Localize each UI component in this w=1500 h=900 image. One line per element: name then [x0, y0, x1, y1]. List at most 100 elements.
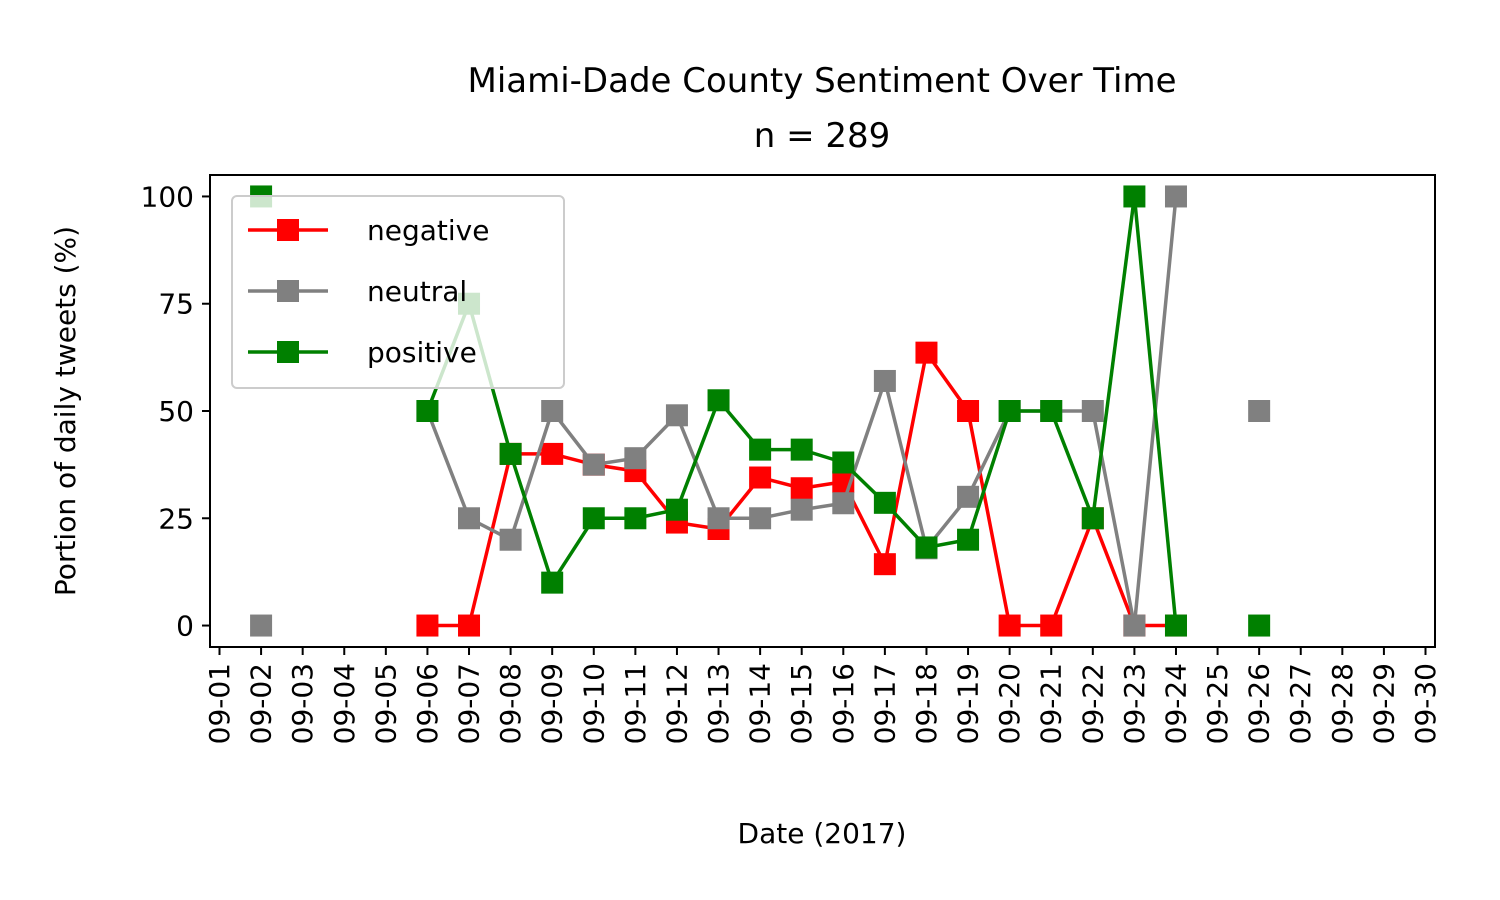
y-axis-label: Portion of daily tweets (%) [49, 226, 82, 596]
data-point [499, 528, 522, 551]
series-line-segment [1048, 516, 1096, 628]
x-tick-label: 09-07 [453, 663, 486, 744]
data-point [541, 400, 564, 422]
data-point [790, 498, 813, 521]
data-point [998, 400, 1021, 422]
data-point [790, 477, 813, 500]
data-point [1248, 614, 1271, 637]
series-line-segment [466, 451, 513, 628]
legend-label: negative [367, 214, 489, 247]
y-axis: 0 25 50 75 100 [141, 180, 210, 643]
data-point [541, 442, 564, 465]
data-point [707, 389, 730, 412]
data-point [873, 369, 896, 392]
data-point [250, 614, 273, 637]
x-tick-label: 09-15 [785, 663, 818, 744]
x-tick-label: 09-13 [702, 663, 735, 744]
y-tick-label: 0 [176, 610, 194, 643]
data-point [915, 536, 938, 559]
series-line-segment [1090, 516, 1137, 628]
x-tick-label: 09-05 [369, 663, 402, 744]
x-tick-label: 09-24 [1159, 663, 1192, 744]
x-axis-label: Date (2017) [738, 817, 907, 850]
x-tick-label: 09-19 [952, 663, 985, 744]
legend-item-neutral: neutral [248, 275, 467, 308]
y-tick-label: 100 [141, 180, 194, 213]
data-point [915, 341, 938, 364]
data-point [416, 400, 439, 422]
data-point [582, 507, 605, 530]
data-point [624, 447, 647, 470]
data-point [624, 507, 647, 530]
x-tick-label: 09-11 [619, 663, 652, 744]
x-tick-label: 09-22 [1076, 663, 1109, 744]
series-line-segment [674, 398, 721, 512]
x-tick-label: 09-28 [1326, 663, 1359, 744]
data-point [1164, 614, 1187, 637]
x-tick-label: 09-17 [868, 663, 901, 744]
data-point [1164, 185, 1187, 208]
data-point [957, 528, 980, 551]
x-tick-label: 09-27 [1284, 663, 1317, 744]
series-line-segment [674, 413, 721, 521]
data-point [873, 491, 896, 514]
series-line-segment [508, 451, 555, 585]
series-line-segment [966, 408, 1012, 628]
data-point [790, 438, 813, 461]
data-point [873, 553, 896, 576]
series-line-segment [1090, 408, 1137, 628]
legend-label: positive [367, 336, 477, 369]
legend-marker [277, 341, 299, 363]
legend-item-negative: negative [248, 214, 489, 247]
series-line-segment [882, 378, 929, 551]
x-tick-label: 09-12 [660, 663, 693, 744]
x-axis: 09-01 09-02 09-03 09-04 09-05 09-06 09-07 09-08… [203, 647, 1442, 744]
x-tick-label: 09-20 [993, 663, 1026, 744]
x-tick-label: 09-06 [411, 663, 444, 744]
chart-title: Miami-Dade County Sentiment Over Time [467, 61, 1176, 101]
data-point [416, 614, 439, 637]
data-point [541, 571, 564, 594]
legend-marker [277, 219, 299, 241]
legend-box [231, 195, 565, 389]
data-point [998, 614, 1021, 637]
series-line-segment [1132, 194, 1178, 628]
x-tick-label: 09-03 [286, 663, 319, 744]
data-point [1081, 507, 1104, 530]
series-line-segment [1090, 194, 1137, 521]
x-tick-label: 09-08 [494, 663, 527, 744]
data-point [1081, 400, 1104, 422]
legend: negative neutral positive [231, 195, 565, 389]
x-tick-label: 09-02 [245, 663, 278, 744]
legend-item-positive: positive [248, 336, 477, 369]
x-tick-label: 09-10 [577, 663, 610, 744]
y-tick-label: 50 [158, 395, 194, 428]
x-tick-label: 09-30 [1409, 663, 1442, 744]
data-point [1123, 614, 1146, 637]
data-point [1248, 400, 1271, 422]
y-tick-label: 75 [158, 288, 194, 321]
x-tick-label: 09-04 [328, 663, 361, 744]
data-point [458, 614, 481, 637]
x-tick-label: 09-25 [1201, 663, 1234, 744]
x-tick-label: 09-21 [1035, 663, 1068, 744]
data-point [665, 498, 688, 521]
x-tick-label: 09-16 [827, 663, 860, 744]
data-point [499, 442, 522, 465]
data-point [582, 453, 605, 476]
data-point [832, 451, 855, 474]
legend-label: neutral [367, 275, 467, 308]
data-point [1040, 400, 1063, 422]
data-point [749, 438, 772, 461]
x-tick-label: 09-18 [910, 663, 943, 744]
y-tick-label: 25 [158, 502, 194, 535]
data-point [707, 507, 730, 530]
data-point [957, 400, 980, 422]
x-tick-label: 09-23 [1118, 663, 1151, 744]
x-tick-label: 09-14 [744, 663, 777, 744]
x-tick-label: 09-01 [203, 663, 236, 744]
x-tick-label: 09-29 [1367, 663, 1400, 744]
series-line-segment [965, 408, 1012, 542]
data-point [749, 466, 772, 489]
